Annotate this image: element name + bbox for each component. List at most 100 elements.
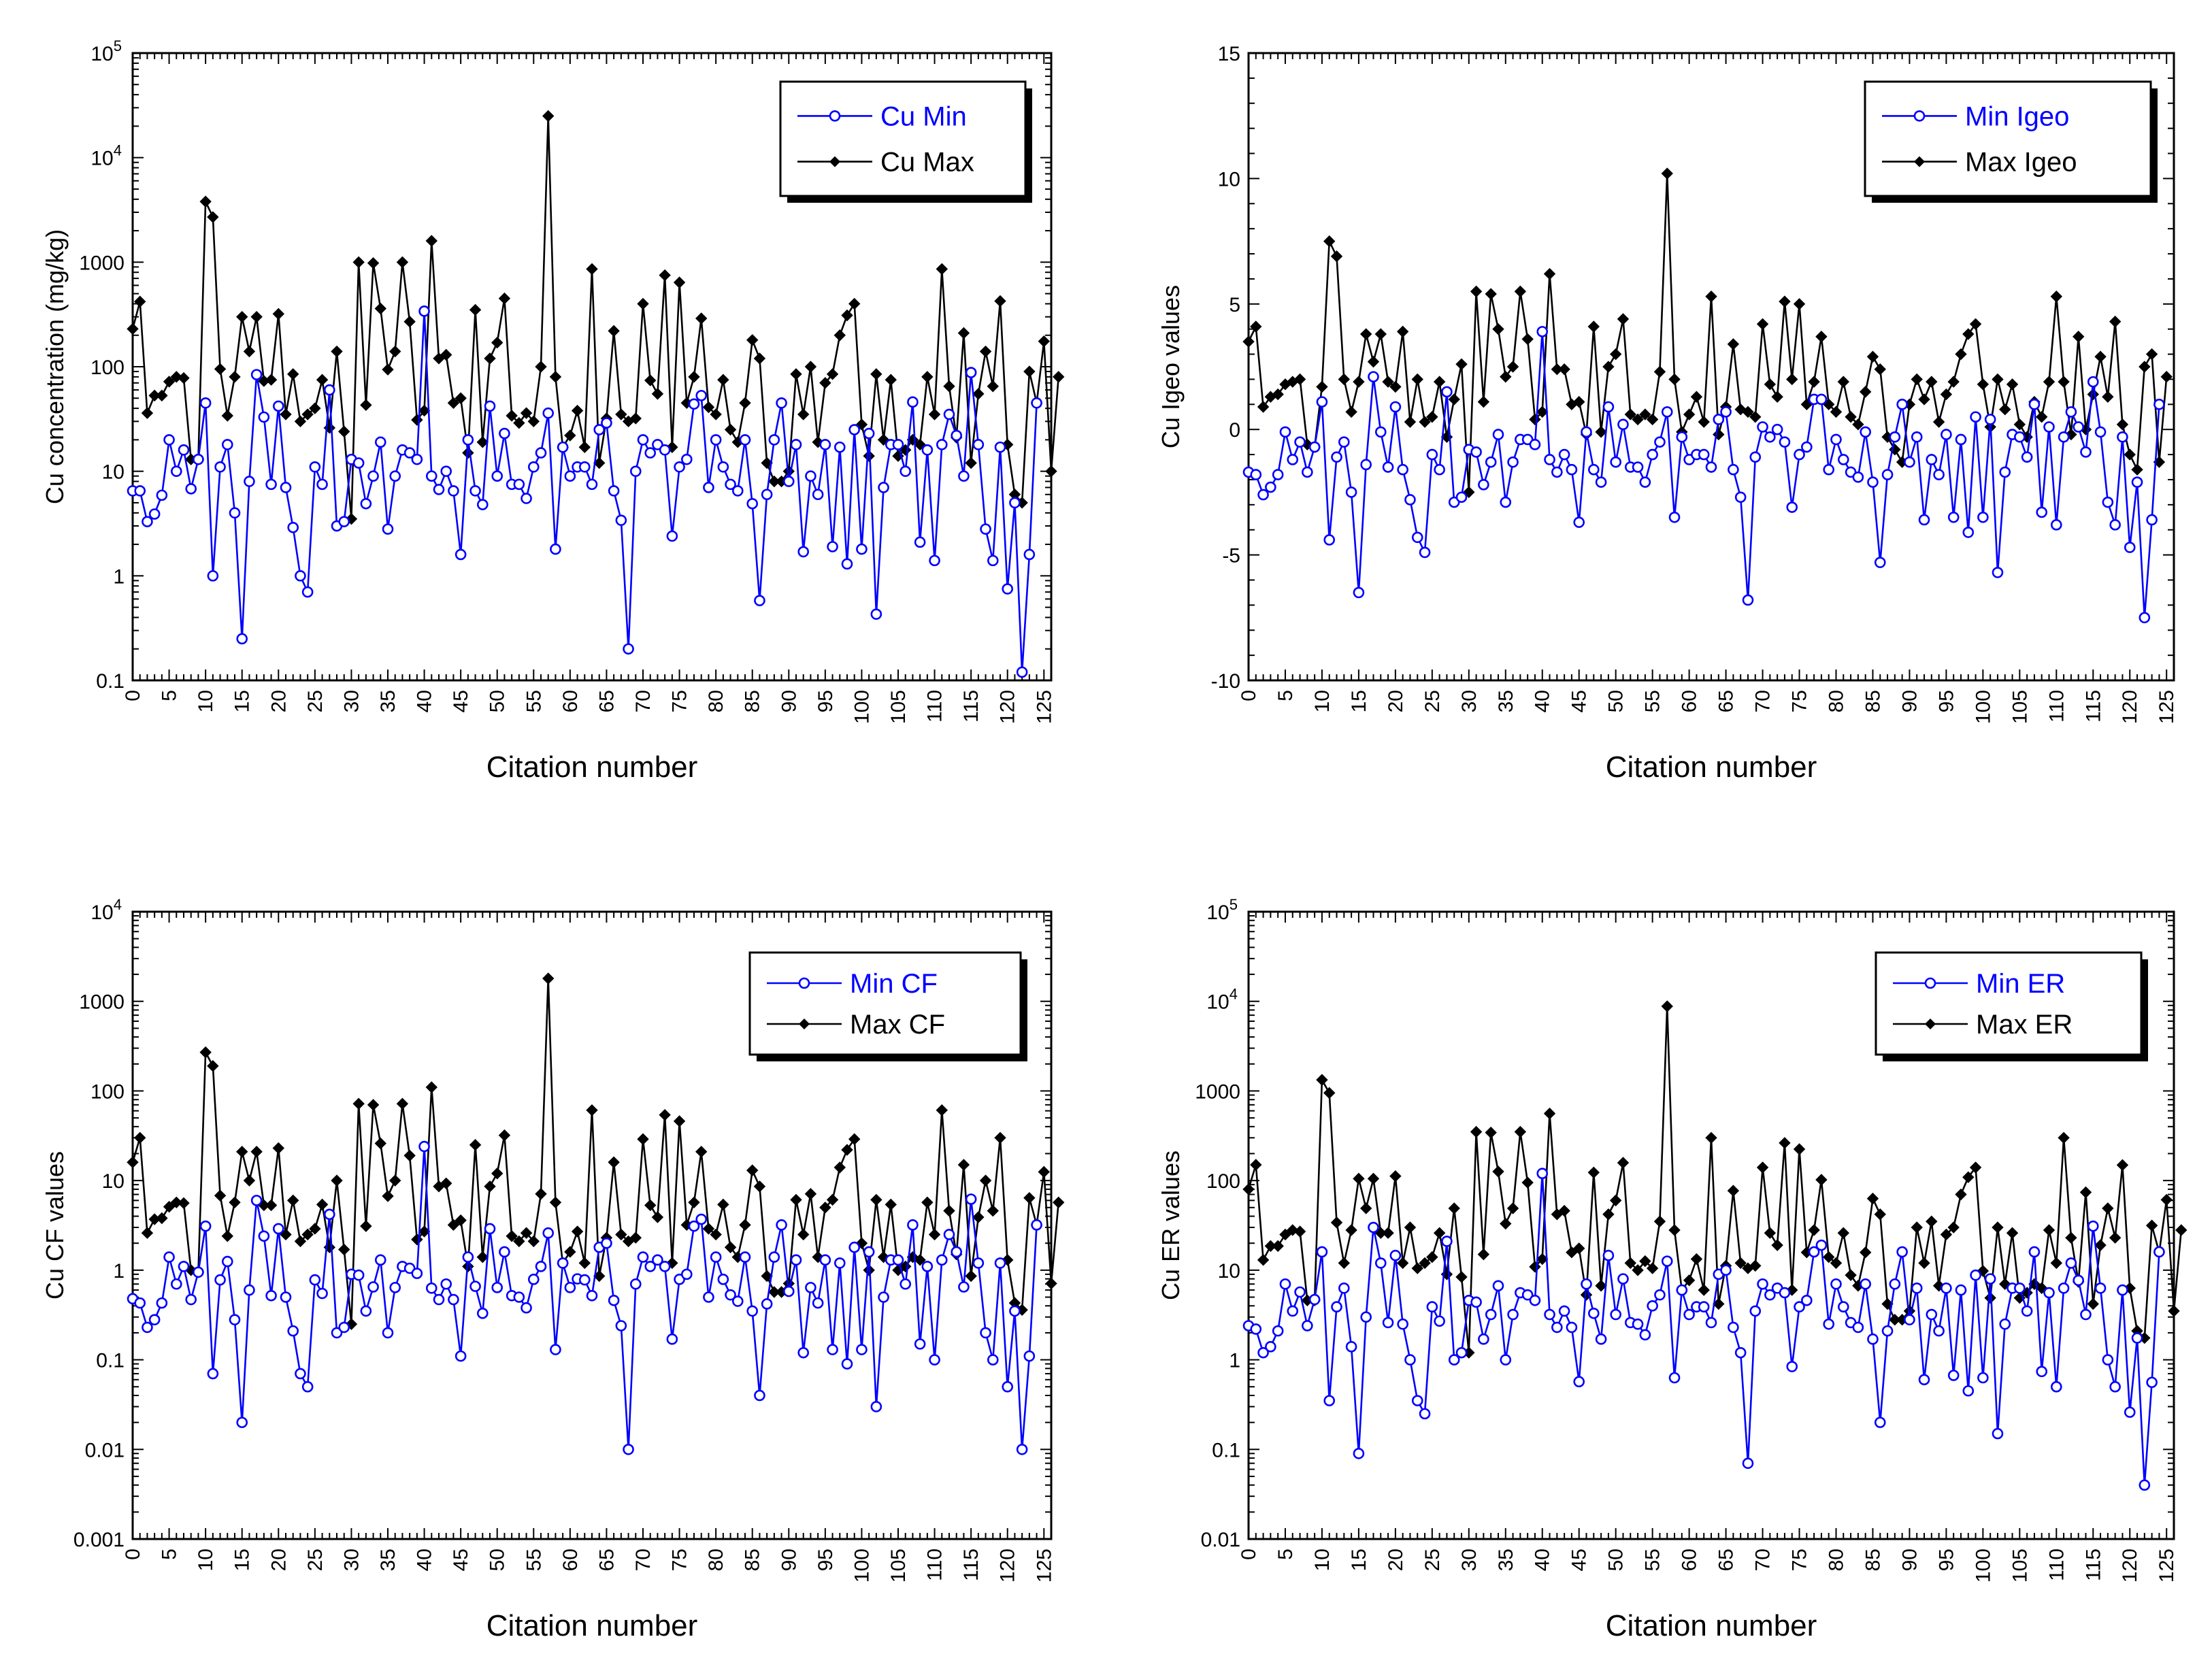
data-point xyxy=(651,1211,664,1223)
data-point xyxy=(156,1297,168,1309)
data-point xyxy=(1947,511,1960,523)
data-point xyxy=(1955,1284,1967,1296)
x-tick-label: 120 xyxy=(997,1549,1019,1583)
data-point xyxy=(746,334,759,346)
data-point xyxy=(1992,373,2004,386)
data-point xyxy=(527,1235,540,1248)
data-point xyxy=(965,1193,977,1205)
data-point xyxy=(2117,431,2128,443)
data-point xyxy=(1316,380,1328,393)
x-tick-label: 110 xyxy=(924,1549,946,1581)
x-tick-label: 40 xyxy=(414,1549,436,1571)
data-point xyxy=(601,1237,612,1249)
data-point xyxy=(958,470,970,482)
data-point xyxy=(1566,1321,1578,1334)
data-point xyxy=(1426,1301,1438,1313)
data-point xyxy=(455,1214,467,1227)
data-point xyxy=(1045,465,1057,478)
data-point xyxy=(1720,406,1732,418)
y-tick-label: 10 xyxy=(102,1170,125,1193)
data-point xyxy=(1353,1448,1365,1459)
legend-marker xyxy=(1925,1019,1936,1029)
data-point xyxy=(1521,333,1534,346)
x-tick-label: 90 xyxy=(778,690,800,712)
x-tick-label: 95 xyxy=(1935,690,1958,712)
data-point xyxy=(710,1228,722,1241)
data-point xyxy=(1426,448,1438,461)
data-point xyxy=(156,1212,168,1225)
data-point xyxy=(1860,426,1871,438)
data-point xyxy=(360,1220,372,1232)
data-point xyxy=(352,1097,365,1110)
data-point xyxy=(2028,1246,2041,1258)
data-point xyxy=(535,361,547,373)
data-point xyxy=(1969,318,1982,331)
data-point xyxy=(2058,1282,2070,1294)
data-point xyxy=(659,269,671,282)
x-tick-label: 100 xyxy=(1972,1549,1994,1583)
data-point xyxy=(1984,1291,1996,1304)
data-point xyxy=(1470,1125,1483,1138)
data-point xyxy=(1595,426,1607,438)
data-point xyxy=(499,427,510,440)
data-point xyxy=(2160,371,2173,383)
series-line xyxy=(1247,173,2168,493)
data-point xyxy=(739,397,751,409)
data-point xyxy=(127,322,139,335)
data-point xyxy=(695,312,708,325)
data-point xyxy=(178,444,190,456)
data-point xyxy=(921,1261,934,1272)
data-point xyxy=(374,1254,386,1266)
data-point xyxy=(1308,1293,1321,1306)
y-tick-label: 15 xyxy=(1218,43,1240,65)
data-point xyxy=(295,570,306,582)
data-point xyxy=(295,1368,306,1380)
y-tick-label: 0.1 xyxy=(1212,1439,1240,1461)
y-tick-label: 10 xyxy=(102,461,125,484)
data-point xyxy=(221,439,233,450)
data-point xyxy=(1551,466,1563,478)
data-point xyxy=(1507,1308,1519,1321)
x-axis-label: Citation number xyxy=(486,1609,698,1642)
data-point xyxy=(804,361,817,373)
data-point xyxy=(2145,1219,2158,1231)
data-point xyxy=(2109,315,2122,328)
data-point xyxy=(142,1321,153,1334)
data-point xyxy=(1676,431,1688,443)
data-point xyxy=(425,1282,438,1294)
data-point xyxy=(214,1189,227,1202)
data-point xyxy=(1500,1217,1512,1230)
data-point xyxy=(841,309,853,322)
data-point xyxy=(936,439,948,450)
data-point xyxy=(564,1282,576,1293)
data-point xyxy=(1705,1317,1717,1329)
data-point xyxy=(702,1223,715,1235)
data-point xyxy=(637,1133,649,1145)
data-point xyxy=(141,407,154,419)
data-point xyxy=(199,1220,212,1232)
data-point xyxy=(1053,1196,1065,1209)
data-point xyxy=(1250,320,1262,333)
data-point xyxy=(629,1231,642,1244)
tick-marks xyxy=(1248,911,2175,1540)
data-point xyxy=(710,1251,722,1263)
data-point xyxy=(2153,399,2165,410)
data-point xyxy=(301,586,314,598)
data-point xyxy=(1771,1239,1783,1251)
data-point xyxy=(972,439,985,450)
data-point xyxy=(2006,1227,2019,1239)
data-point xyxy=(1308,441,1321,453)
data-point xyxy=(841,1144,853,1156)
data-point xyxy=(301,1380,314,1393)
data-point xyxy=(1448,1354,1460,1366)
data-point xyxy=(1955,348,1967,361)
x-tick-label: 65 xyxy=(595,1549,618,1571)
y-tick-label: 5 xyxy=(1229,294,1240,316)
data-point xyxy=(768,1251,780,1263)
x-tick-label: 0 xyxy=(1238,1549,1260,1560)
data-point xyxy=(527,461,540,473)
data-point xyxy=(374,1137,386,1150)
y-tick-label: 0.01 xyxy=(85,1439,125,1461)
data-point xyxy=(878,482,889,493)
data-point xyxy=(987,1204,999,1217)
